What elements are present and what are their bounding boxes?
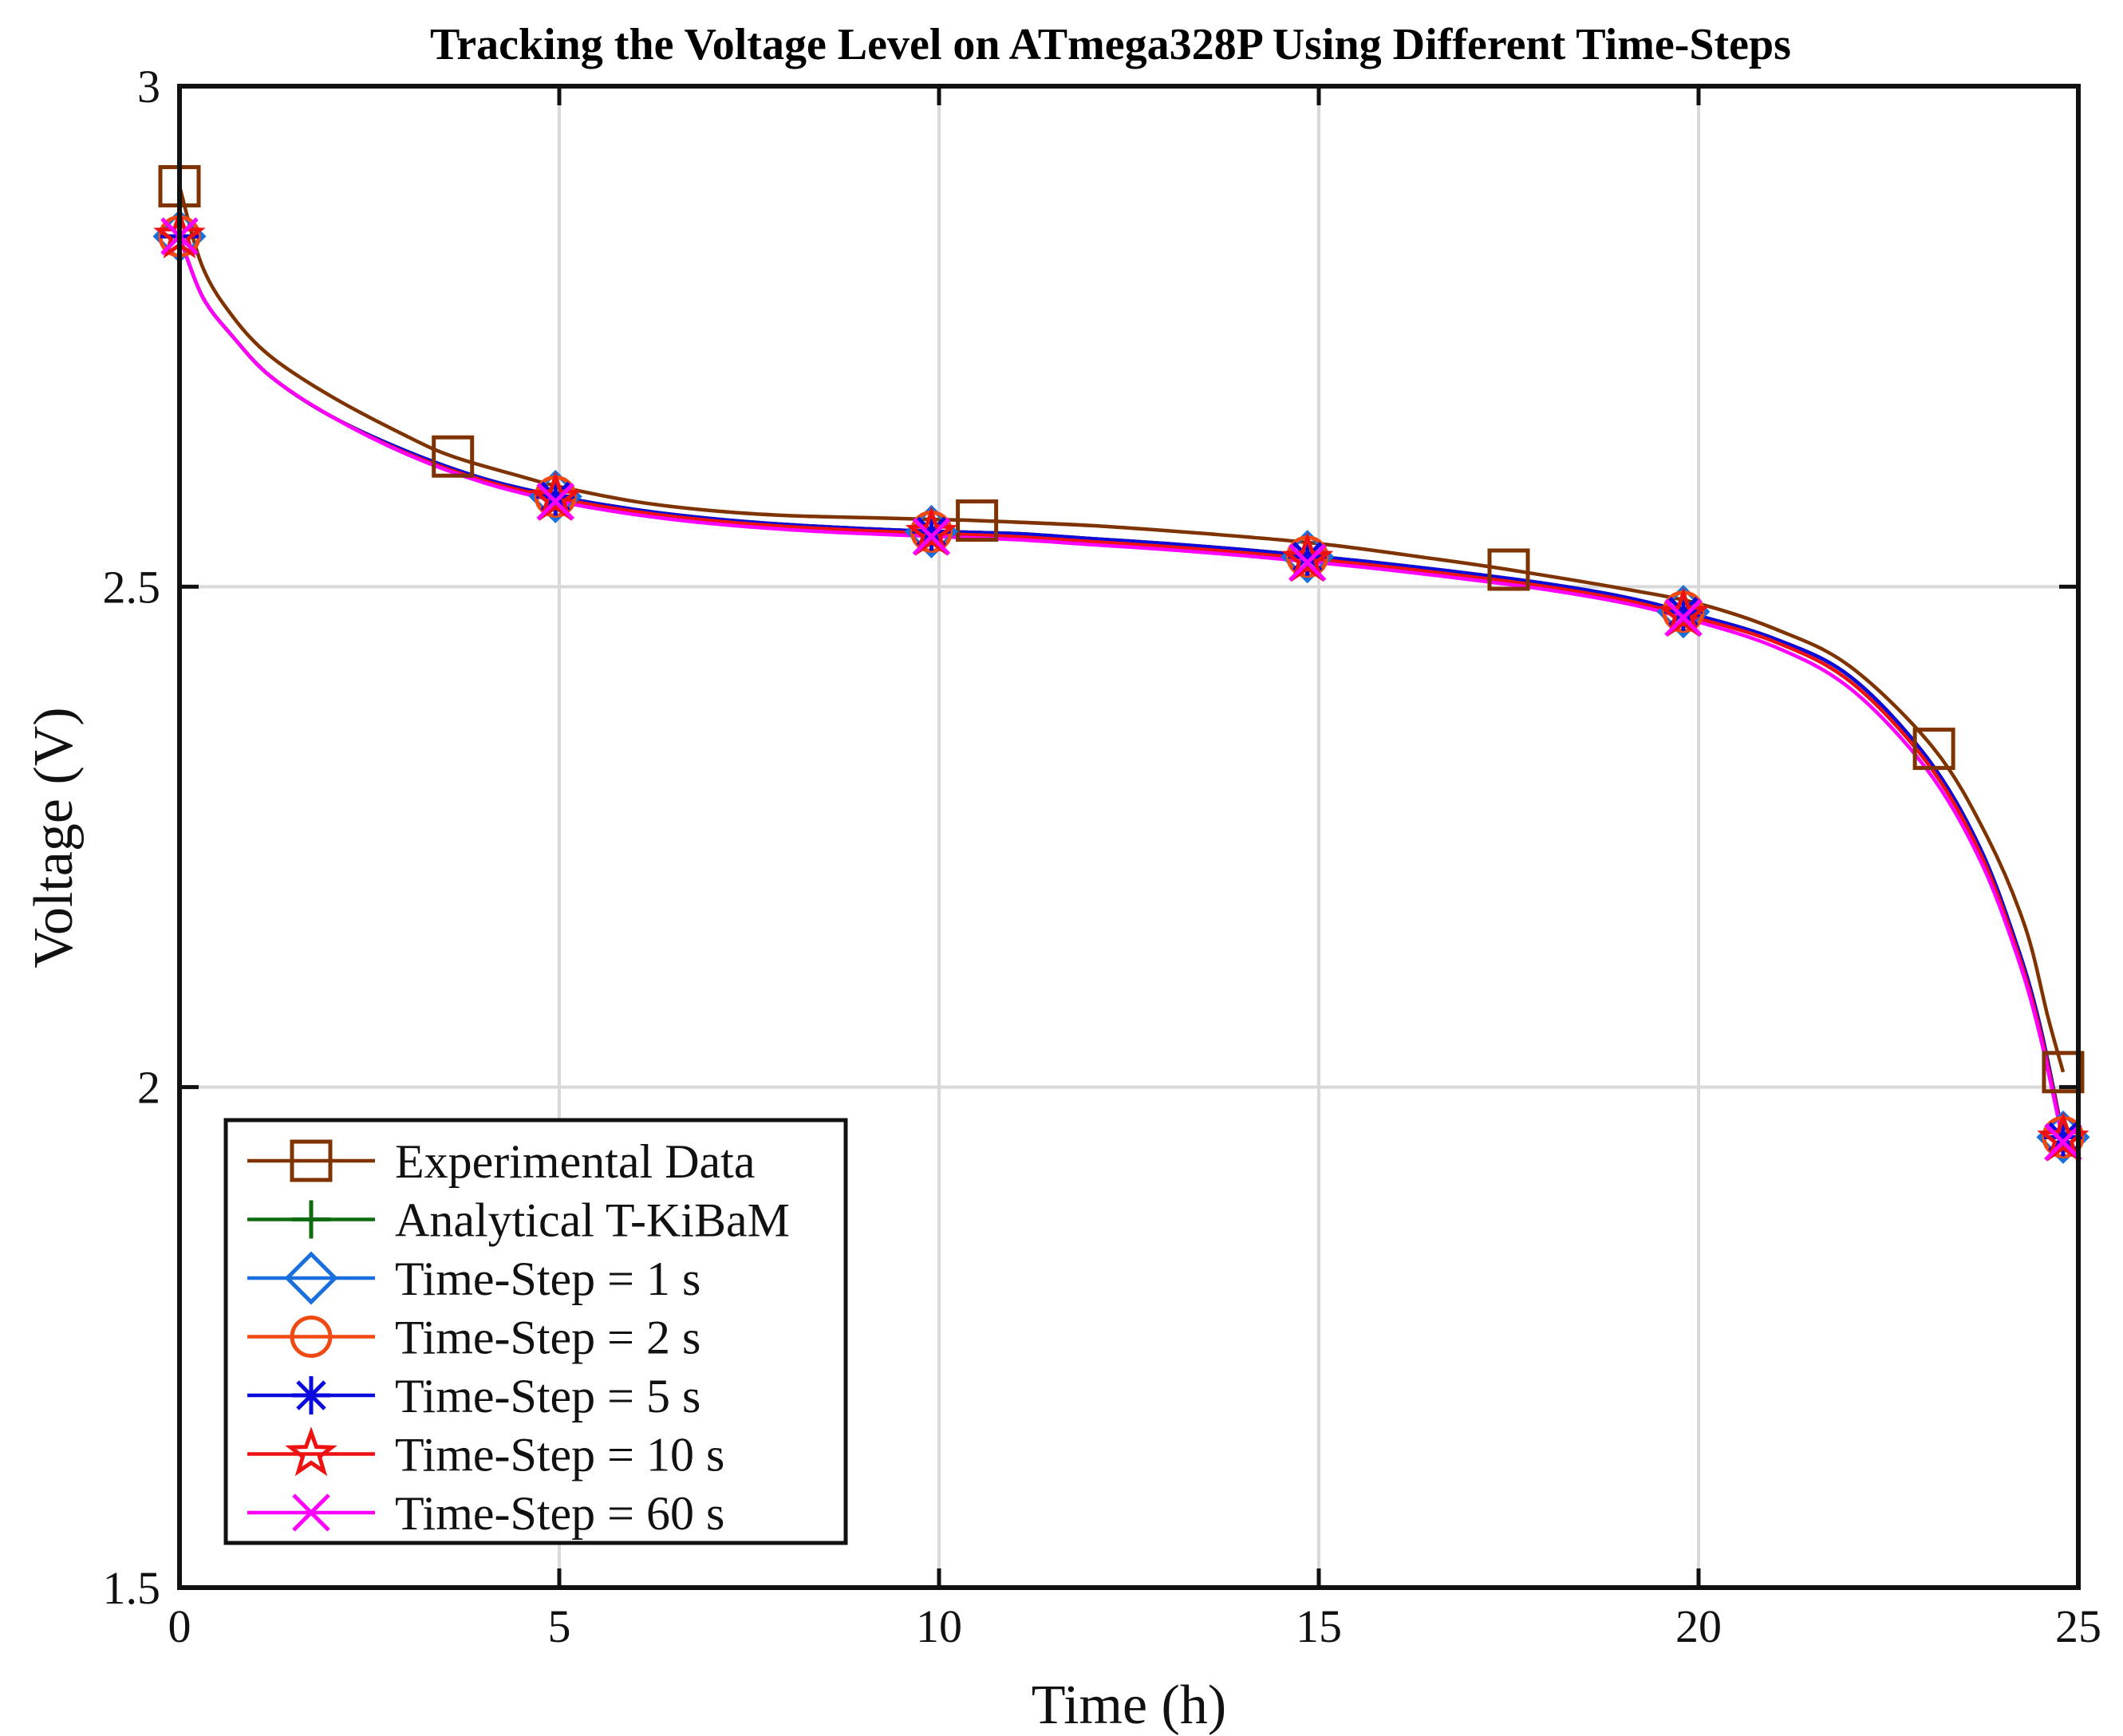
- legend-item: Experimental Data: [247, 1135, 755, 1188]
- legend-item: Time-Step = 5 s: [247, 1370, 700, 1422]
- legend-label: Time-Step = 2 s: [395, 1312, 700, 1364]
- legend-marker: [292, 1376, 330, 1414]
- y-tick-label: 2.5: [103, 561, 161, 613]
- grid-lines: [180, 86, 2078, 1588]
- x-tick-label: 10: [916, 1600, 962, 1652]
- x-tick-label: 20: [1675, 1600, 1722, 1652]
- y-tick-labels: 1.5 2 2.5 3: [103, 61, 161, 1614]
- series-line: [177, 185, 2066, 1073]
- data-point: [432, 435, 475, 478]
- chart-title: Tracking the Voltage Level on ATmega328P…: [430, 20, 1791, 69]
- y-tick-label: 3: [137, 61, 160, 112]
- y-tick-label: 1.5: [103, 1562, 161, 1614]
- data-point: [1281, 532, 1334, 582]
- data-point: [1664, 598, 1703, 637]
- x-tick-labels: 0 5 10 15 20 25: [168, 1600, 2102, 1652]
- legend: Experimental Data Analytical T-KiBaM Time-…: [223, 1118, 848, 1545]
- plot-frame: [177, 84, 2081, 1590]
- x-tick-label: 0: [168, 1600, 191, 1652]
- y-axis-label: Voltage (V): [23, 707, 85, 968]
- legend-marker: [285, 1426, 337, 1477]
- axis-ticks: [177, 84, 2081, 1590]
- legend-label: Analytical T-KiBaM: [395, 1194, 790, 1247]
- data-point: [1912, 728, 1955, 771]
- data-point: [536, 482, 575, 521]
- legend-label: Time-Step = 1 s: [395, 1253, 700, 1305]
- legend-item: Time-Step = 2 s: [247, 1312, 700, 1364]
- y-tick-label: 2: [137, 1062, 160, 1114]
- data-point: [956, 499, 999, 542]
- legend-marker: [284, 1251, 338, 1305]
- legend-marker: [292, 1200, 330, 1239]
- x-axis-label: Time (h): [1032, 1675, 1226, 1736]
- data-point: [1487, 548, 1530, 591]
- legend-label: Time-Step = 60 s: [395, 1487, 724, 1540]
- x-tick-label: 25: [2055, 1600, 2101, 1652]
- data-point: [2044, 1122, 2082, 1162]
- legend-item: Time-Step = 10 s: [247, 1426, 724, 1482]
- data-point: [1288, 543, 1327, 582]
- legend-items: Experimental Data Analytical T-KiBaM Time-…: [247, 1135, 790, 1540]
- legend-marker: [290, 1139, 333, 1182]
- x-tick-label: 15: [1296, 1600, 1342, 1652]
- series-line: [177, 235, 2066, 1138]
- legend-label: Time-Step = 10 s: [395, 1429, 724, 1482]
- legend-item: Analytical T-KiBaM: [247, 1194, 790, 1247]
- legend-item: Time-Step = 1 s: [247, 1251, 700, 1305]
- legend-marker: [290, 1316, 333, 1358]
- legend-label: Time-Step = 5 s: [395, 1370, 700, 1422]
- data-point: [529, 471, 582, 521]
- data-point: [912, 517, 951, 556]
- x-tick-label: 5: [548, 1600, 571, 1652]
- legend-marker: [292, 1493, 330, 1532]
- series-lines: [177, 185, 2066, 1143]
- legend-label: Experimental Data: [395, 1135, 755, 1188]
- series-line: [177, 235, 2066, 1143]
- legend-item: Time-Step = 60 s: [247, 1487, 724, 1540]
- data-point: [1657, 587, 1710, 637]
- data-point: [905, 506, 958, 556]
- data-point: [2042, 1051, 2085, 1094]
